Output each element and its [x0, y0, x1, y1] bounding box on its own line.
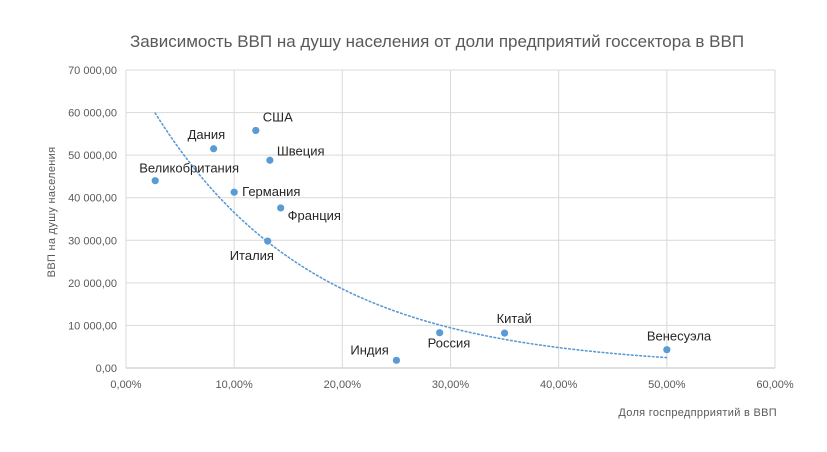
x-tick-label: 0,00% — [110, 379, 141, 391]
data-label: Китай — [497, 311, 532, 326]
x-axis-title: Доля госпредпрриятий в ВВП — [618, 407, 777, 419]
y-tick-label: 30 000,00 — [68, 235, 117, 247]
data-point — [663, 346, 671, 354]
y-axis-title: ВВП на душу населения — [46, 147, 58, 278]
trendline — [154, 112, 668, 359]
x-tick-label: 60,00% — [756, 379, 794, 391]
x-tick-label: 40,00% — [540, 379, 578, 391]
x-tick-label: 30,00% — [432, 379, 470, 391]
data-point — [436, 329, 444, 337]
data-point — [266, 156, 274, 164]
x-tick-label: 50,00% — [648, 379, 686, 391]
data-label: Дания — [188, 127, 226, 142]
y-tick-label: 70 000,00 — [68, 65, 117, 77]
data-points: Великобритания Дания Германия США Италия Швец… — [139, 109, 712, 364]
data-point — [264, 237, 272, 245]
data-point — [210, 145, 218, 153]
y-tick-label: 0,00 — [96, 363, 117, 375]
data-point — [230, 188, 238, 196]
chart-title: Зависимость ВВП на душу населения от дол… — [130, 32, 744, 51]
data-label: США — [263, 109, 293, 124]
y-tick-label: 10 000,00 — [68, 320, 117, 332]
exponential-trendline — [154, 112, 668, 359]
tick-labels: 0,00 10 000,00 20 000,00 30 000,00 40 000,00… — [68, 65, 794, 391]
data-label: Великобритания — [139, 161, 239, 176]
y-tick-label: 40 000,00 — [68, 193, 117, 205]
data-point — [500, 329, 509, 337]
data-label: Венесуэла — [647, 329, 712, 344]
y-tick-label: 50 000,00 — [68, 150, 117, 162]
data-label: Россия — [428, 336, 471, 351]
x-tick-label: 10,00% — [216, 379, 254, 391]
data-label: Франция — [288, 208, 341, 223]
data-point — [277, 204, 285, 212]
data-label: Италия — [230, 248, 274, 263]
data-label: Швеция — [277, 143, 325, 158]
data-point — [252, 126, 260, 135]
data-point — [392, 356, 401, 364]
data-point — [151, 177, 159, 185]
x-tick-label: 20,00% — [324, 379, 362, 391]
gridlines — [125, 69, 776, 369]
data-label: Германия — [242, 184, 300, 199]
y-tick-label: 60 000,00 — [68, 108, 117, 120]
data-label: Индия — [350, 342, 388, 357]
y-tick-label: 20 000,00 — [68, 278, 117, 290]
